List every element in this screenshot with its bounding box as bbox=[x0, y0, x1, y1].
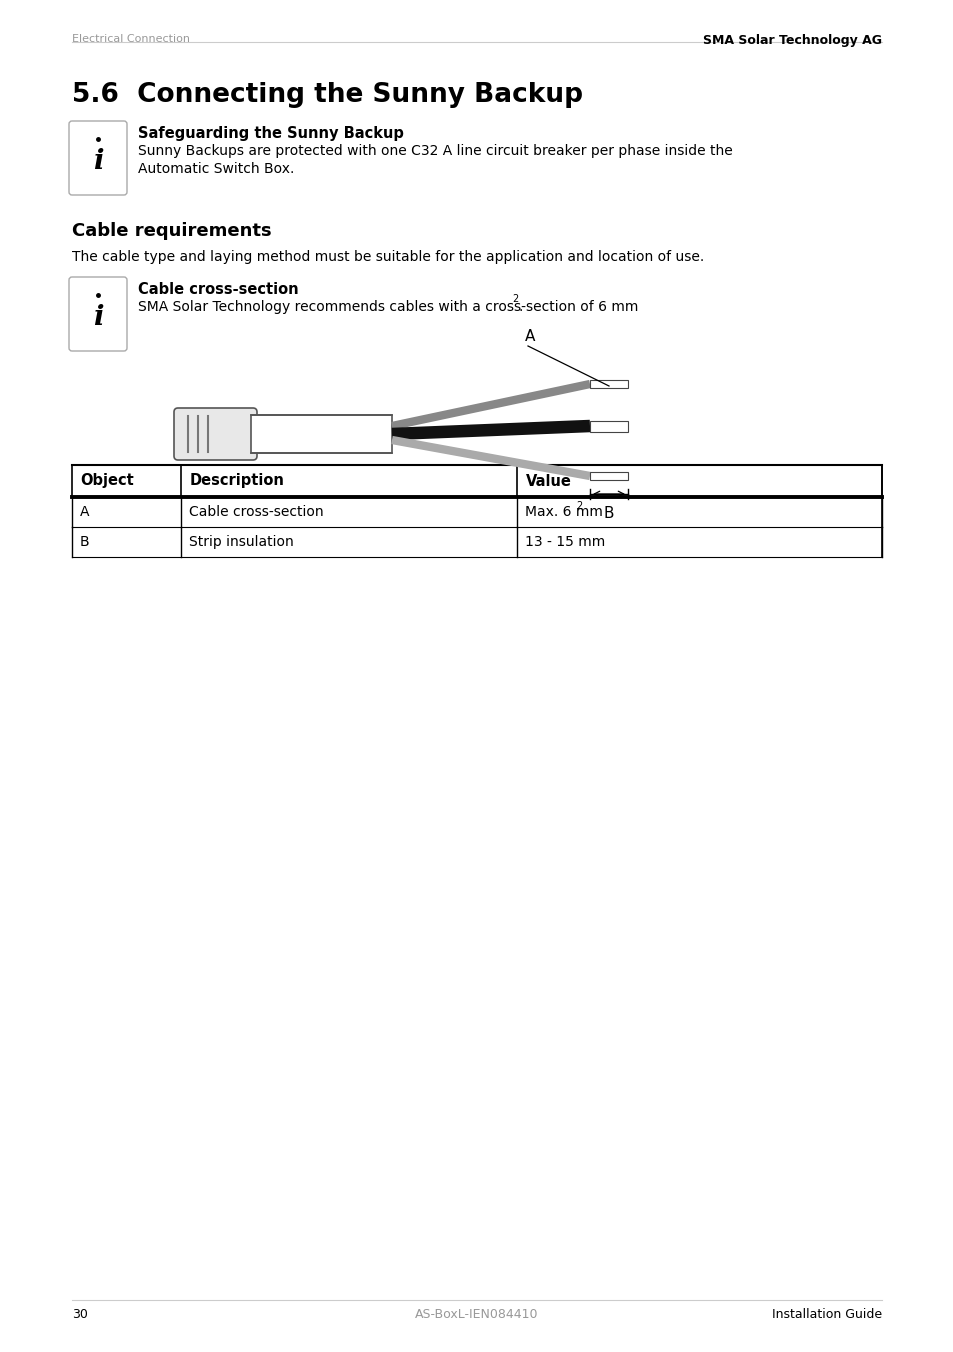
Text: i: i bbox=[92, 147, 103, 174]
Text: SMA Solar Technology AG: SMA Solar Technology AG bbox=[702, 34, 882, 47]
Text: Value: Value bbox=[525, 473, 571, 488]
Text: Cable requirements: Cable requirements bbox=[71, 222, 272, 241]
Text: Safeguarding the Sunny Backup: Safeguarding the Sunny Backup bbox=[138, 126, 403, 141]
FancyBboxPatch shape bbox=[173, 408, 256, 460]
Text: 30: 30 bbox=[71, 1307, 88, 1321]
Text: Sunny Backups are protected with one C32 A line circuit breaker per phase inside: Sunny Backups are protected with one C32… bbox=[138, 145, 732, 158]
Text: B: B bbox=[603, 506, 614, 521]
Text: Cable cross-section: Cable cross-section bbox=[189, 506, 324, 519]
FancyBboxPatch shape bbox=[69, 120, 127, 195]
Text: The cable type and laying method must be suitable for the application and locati: The cable type and laying method must be… bbox=[71, 250, 703, 264]
Text: .: . bbox=[518, 300, 522, 314]
Bar bbox=[71, 498, 882, 527]
Text: AS-BoxL-IEN084410: AS-BoxL-IEN084410 bbox=[415, 1307, 538, 1321]
Text: Automatic Switch Box.: Automatic Switch Box. bbox=[138, 162, 294, 176]
Text: Description: Description bbox=[189, 473, 284, 488]
Bar bbox=[251, 415, 392, 453]
Text: 5.6  Connecting the Sunny Backup: 5.6 Connecting the Sunny Backup bbox=[71, 82, 582, 108]
Bar bbox=[71, 465, 882, 498]
Text: Cable cross-section: Cable cross-section bbox=[138, 283, 298, 297]
Bar bbox=[589, 380, 627, 388]
Bar bbox=[589, 420, 627, 431]
Bar bbox=[589, 472, 627, 480]
Text: Strip insulation: Strip insulation bbox=[189, 535, 294, 549]
Text: i: i bbox=[92, 304, 103, 331]
Text: SMA Solar Technology recommends cables with a cross-section of 6 mm: SMA Solar Technology recommends cables w… bbox=[138, 300, 638, 314]
Text: B: B bbox=[80, 535, 90, 549]
Text: Electrical Connection: Electrical Connection bbox=[71, 34, 190, 45]
Text: A: A bbox=[80, 506, 90, 519]
Text: 13 - 15 mm: 13 - 15 mm bbox=[525, 535, 605, 549]
Text: Max. 6 mm: Max. 6 mm bbox=[525, 506, 602, 519]
Bar bbox=[71, 527, 882, 557]
Text: Object: Object bbox=[80, 473, 133, 488]
Text: 2: 2 bbox=[512, 293, 517, 304]
Text: 2: 2 bbox=[576, 502, 581, 511]
Text: A: A bbox=[524, 329, 535, 343]
Text: Installation Guide: Installation Guide bbox=[771, 1307, 882, 1321]
FancyBboxPatch shape bbox=[69, 277, 127, 352]
